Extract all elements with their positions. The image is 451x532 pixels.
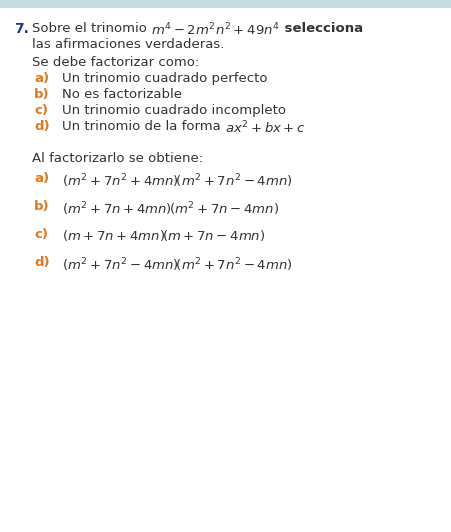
Text: c): c) [34, 104, 48, 117]
Text: Un trinomio de la forma: Un trinomio de la forma [62, 120, 225, 133]
Text: b): b) [34, 88, 50, 101]
Text: Al factorizarlo se obtiene:: Al factorizarlo se obtiene: [32, 152, 202, 165]
Text: Un trinomio cuadrado incompleto: Un trinomio cuadrado incompleto [62, 104, 285, 117]
Text: d): d) [34, 120, 50, 133]
Text: No es factorizable: No es factorizable [62, 88, 182, 101]
Text: d): d) [34, 256, 50, 269]
Text: $\left(m^2+7n^2-4mn\right)\!\left(m^2+7n^2-4mn\right)$: $\left(m^2+7n^2-4mn\right)\!\left(m^2+7n… [62, 256, 292, 273]
Text: a): a) [34, 172, 49, 185]
Text: b): b) [34, 200, 50, 213]
Text: Un trinomio cuadrado perfecto: Un trinomio cuadrado perfecto [62, 72, 267, 85]
Text: selecciona: selecciona [279, 22, 362, 35]
Text: c): c) [34, 228, 48, 241]
Text: $ax^2+bx+c$: $ax^2+bx+c$ [225, 120, 305, 137]
Text: a): a) [34, 72, 49, 85]
Text: $\left(m^2+7n+4mn\right)\!\left(m^2+7n-4mn\right)$: $\left(m^2+7n+4mn\right)\!\left(m^2+7n-4… [62, 200, 278, 218]
Bar [0, 0, 451, 8]
Text: Sobre el trinomio: Sobre el trinomio [32, 22, 151, 35]
Text: $\left(m+7n+4mn\right)\!\left(m+7n-4mn\right)$: $\left(m+7n+4mn\right)\!\left(m+7n-4mn\r… [62, 228, 265, 243]
Text: 7.: 7. [14, 22, 29, 36]
Text: las afirmaciones verdaderas.: las afirmaciones verdaderas. [32, 38, 224, 51]
Text: $m^4-2m^2n^2+49n^4$: $m^4-2m^2n^2+49n^4$ [151, 22, 279, 39]
Text: Se debe factorizar como:: Se debe factorizar como: [32, 56, 199, 69]
Text: $\left(m^2+7n^2+4mn\right)\!\left(m^2+7n^2-4mn\right)$: $\left(m^2+7n^2+4mn\right)\!\left(m^2+7n… [62, 172, 292, 189]
